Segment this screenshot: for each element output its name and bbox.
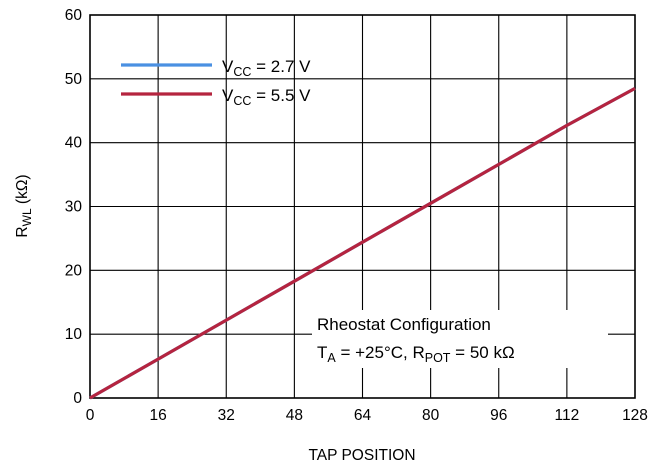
legend: VCC = 2.7 V VCC = 5.5 V [121,57,311,108]
y-tick-labels: 0 10 20 30 40 50 60 [65,7,83,407]
y-axis-title: RWL (kΩ) [14,174,34,237]
x-tick-label-0: 0 [86,407,95,424]
y-tick-label-50: 50 [65,71,83,88]
legend-label-vcc-2-7: VCC = 2.7 V [222,57,311,79]
y-tick-label-10: 10 [65,326,83,343]
x-axis-title: TAP POSITION [308,447,415,464]
annotation-line-2: TA = +25°C, RPOT = 50 kΩ [317,343,515,365]
x-tick-label-80: 80 [422,407,440,424]
y-tick-label-20: 20 [65,262,83,279]
x-tick-label-48: 48 [286,407,303,424]
annotation-background [312,310,608,368]
y-tick-label-0: 0 [73,390,82,407]
y-tick-label-40: 40 [65,135,83,152]
legend-label-vcc-5-5: VCC = 5.5 V [222,86,311,108]
x-tick-label-128: 128 [622,407,648,424]
y-tick-label-60: 60 [65,7,83,24]
x-tick-label-64: 64 [354,407,372,424]
series-lines [89,86,636,400]
grid [90,15,635,398]
x-tick-label-16: 16 [150,407,167,424]
x-tick-label-32: 32 [218,407,235,424]
plot-border [89,14,636,399]
annotation-line-1: Rheostat Configuration [317,315,491,334]
x-tick-labels: 0 16 32 48 64 80 96 112 128 [86,407,648,424]
series-line-1 [89,86,636,400]
x-tick-label-96: 96 [490,407,507,424]
y-tick-label-30: 30 [65,199,83,216]
x-tick-label-112: 112 [555,407,580,424]
